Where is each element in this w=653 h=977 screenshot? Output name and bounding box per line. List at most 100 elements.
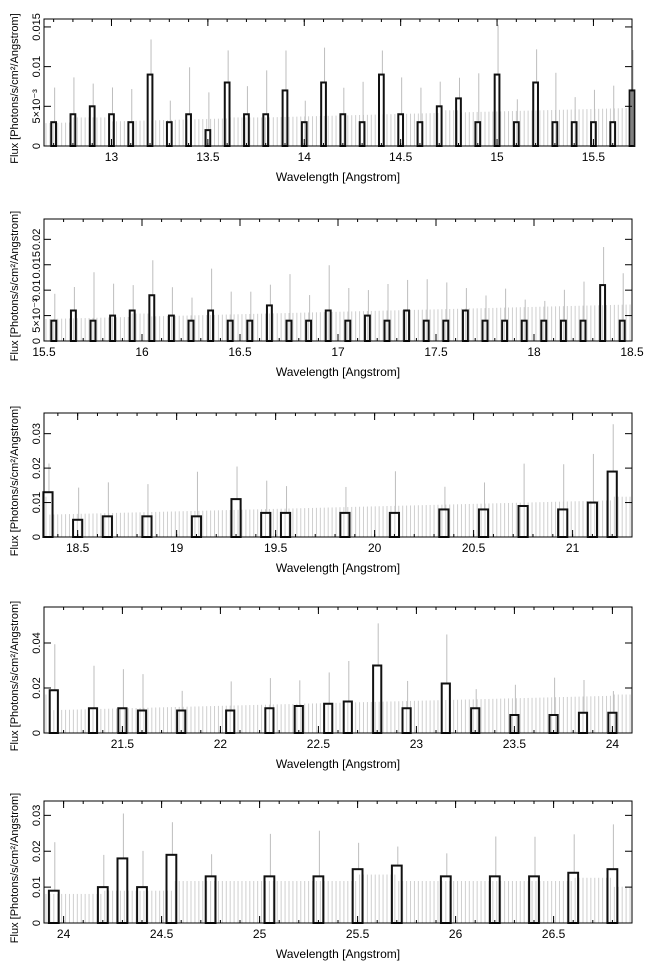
x-tick-label: 20.5 — [462, 541, 486, 555]
data-bar — [586, 501, 598, 538]
data-bar — [606, 470, 618, 538]
data-bar — [416, 121, 424, 147]
data-bar — [96, 886, 109, 925]
y-tick-label: 0 — [31, 534, 43, 540]
data-bar — [438, 508, 450, 539]
error-bars — [54, 247, 624, 321]
data-bar — [136, 886, 148, 925]
data-bar — [243, 113, 250, 147]
x-tick-label: 16 — [135, 345, 149, 359]
data-bar — [223, 81, 231, 147]
x-axis-label: Wavelength [Angstrom] — [276, 170, 400, 184]
data-series — [50, 73, 636, 147]
x-tick-label: 21 — [566, 541, 580, 555]
data-bar — [358, 121, 366, 147]
x-tick-label: 19.5 — [264, 541, 288, 555]
y-axis-label: Flux [Photons/s/cm²/Angstrom] — [9, 601, 21, 751]
x-tick-label: 15 — [490, 150, 504, 164]
data-bar — [146, 73, 154, 147]
data-bar — [136, 709, 148, 734]
y-tick-label: 0.02 — [31, 229, 43, 250]
x-tick-label: 19 — [170, 541, 184, 555]
data-bar — [455, 97, 462, 147]
data-bar — [477, 508, 490, 539]
y-tick-label: 5×10⁻³ — [31, 89, 43, 124]
data-bar — [320, 81, 327, 147]
x-tick-label: 16.5 — [228, 345, 252, 359]
x-tick-label: 13 — [105, 150, 119, 164]
data-bar — [609, 121, 617, 147]
y-axis-label: Flux [Photons/s/cm²/Angstrom] — [9, 211, 21, 361]
data-bar — [470, 707, 481, 734]
x-tick-label: 22 — [214, 737, 228, 751]
data-bar — [312, 875, 325, 925]
error-bars — [54, 623, 614, 715]
x-tick-label: 18.5 — [620, 345, 644, 359]
x-tick-label: 15.5 — [32, 345, 56, 359]
data-bar — [190, 515, 203, 538]
data-bar — [390, 864, 403, 925]
panel-2: 15.5 16 16.5 17 17.5 18 18.5 0 5×10⁻³0.010.0150.… — [9, 211, 644, 379]
y-axis-label: Flux [Photons/s/cm²/Angstrom] — [9, 793, 21, 943]
y-tick-label: 0.015 — [31, 13, 43, 41]
data-bar — [339, 113, 347, 147]
y-tick-label: 0.03 — [31, 423, 43, 444]
y-tick-label: 0.03 — [31, 805, 43, 826]
x-tick-label: 24 — [606, 737, 620, 751]
data-bar — [42, 491, 54, 539]
data-bar — [372, 664, 383, 734]
data-bar — [101, 515, 113, 538]
y-tick-label: 0.02 — [31, 677, 43, 698]
data-bar — [127, 121, 135, 147]
data-bar — [435, 105, 443, 147]
x-tick-label: 14 — [298, 150, 312, 164]
plot-frame — [43, 412, 633, 538]
y-tick-label: 0.01 — [31, 876, 43, 897]
x-tick-label: 21.5 — [111, 737, 135, 751]
panel-1: 13 13.5 14 14.5 15 15.5 0 5×10⁻³ 0.01 0.015 Wavele… — [9, 13, 636, 184]
x-tick-label: 17.5 — [424, 345, 448, 359]
data-bar — [116, 857, 129, 924]
model-hatching — [45, 694, 631, 733]
y-axis-label: Flux [Photons/s/cm²/Angstrom] — [9, 406, 21, 556]
error-bars — [54, 813, 614, 891]
model-hatching — [45, 304, 631, 341]
data-bar — [165, 121, 173, 147]
y-tick-label: 0 — [31, 143, 43, 149]
y-tick-label: 0.015 — [31, 251, 43, 279]
y-tick-label: 5×10⁻³ — [31, 298, 43, 333]
data-bar — [176, 709, 187, 734]
x-axis-label: Wavelength [Angstrom] — [276, 561, 400, 575]
x-tick-label: 23.5 — [503, 737, 527, 751]
panel-4: 21.5 22 22.5 23 23.5 24 0 0.02 0.04 Wavelength [A… — [9, 601, 633, 771]
data-bar — [567, 871, 580, 925]
data-bar — [488, 875, 501, 925]
plot-frame — [43, 18, 633, 147]
y-tick-label: 0.01 — [31, 56, 43, 77]
model-hatching — [45, 874, 631, 923]
y-tick-label: 0.02 — [31, 841, 43, 862]
x-tick-label: 25.5 — [346, 927, 370, 941]
y-tick-label: 0 — [31, 730, 43, 736]
data-bar — [551, 121, 559, 147]
x-tick-label: 18.5 — [66, 541, 90, 555]
x-tick-label: 26 — [449, 927, 463, 941]
data-bar — [474, 121, 482, 147]
data-bar — [378, 73, 385, 147]
data-bar — [351, 868, 364, 924]
data-bar — [88, 105, 96, 147]
data-series — [48, 664, 618, 734]
x-tick-label: 24 — [57, 927, 71, 941]
x-tick-label: 20 — [368, 541, 382, 555]
x-tick-label: 23 — [410, 737, 424, 751]
panel-5: 24 24.5 25 25.5 26 26.5 0 0.01 0.02 0.03 Wavelengt… — [9, 793, 633, 961]
model-hatching — [45, 496, 631, 537]
x-tick-label: 22.5 — [307, 737, 331, 751]
x-tick-label: 13.5 — [196, 150, 220, 164]
y-tick-label: 0 — [31, 920, 43, 926]
x-axis-label: Wavelength [Angstrom] — [276, 947, 400, 961]
x-axis-label: Wavelength [Angstrom] — [276, 365, 400, 379]
x-axis-label: Wavelength [Angstrom] — [276, 757, 400, 771]
x-tick-label: 17 — [331, 345, 345, 359]
